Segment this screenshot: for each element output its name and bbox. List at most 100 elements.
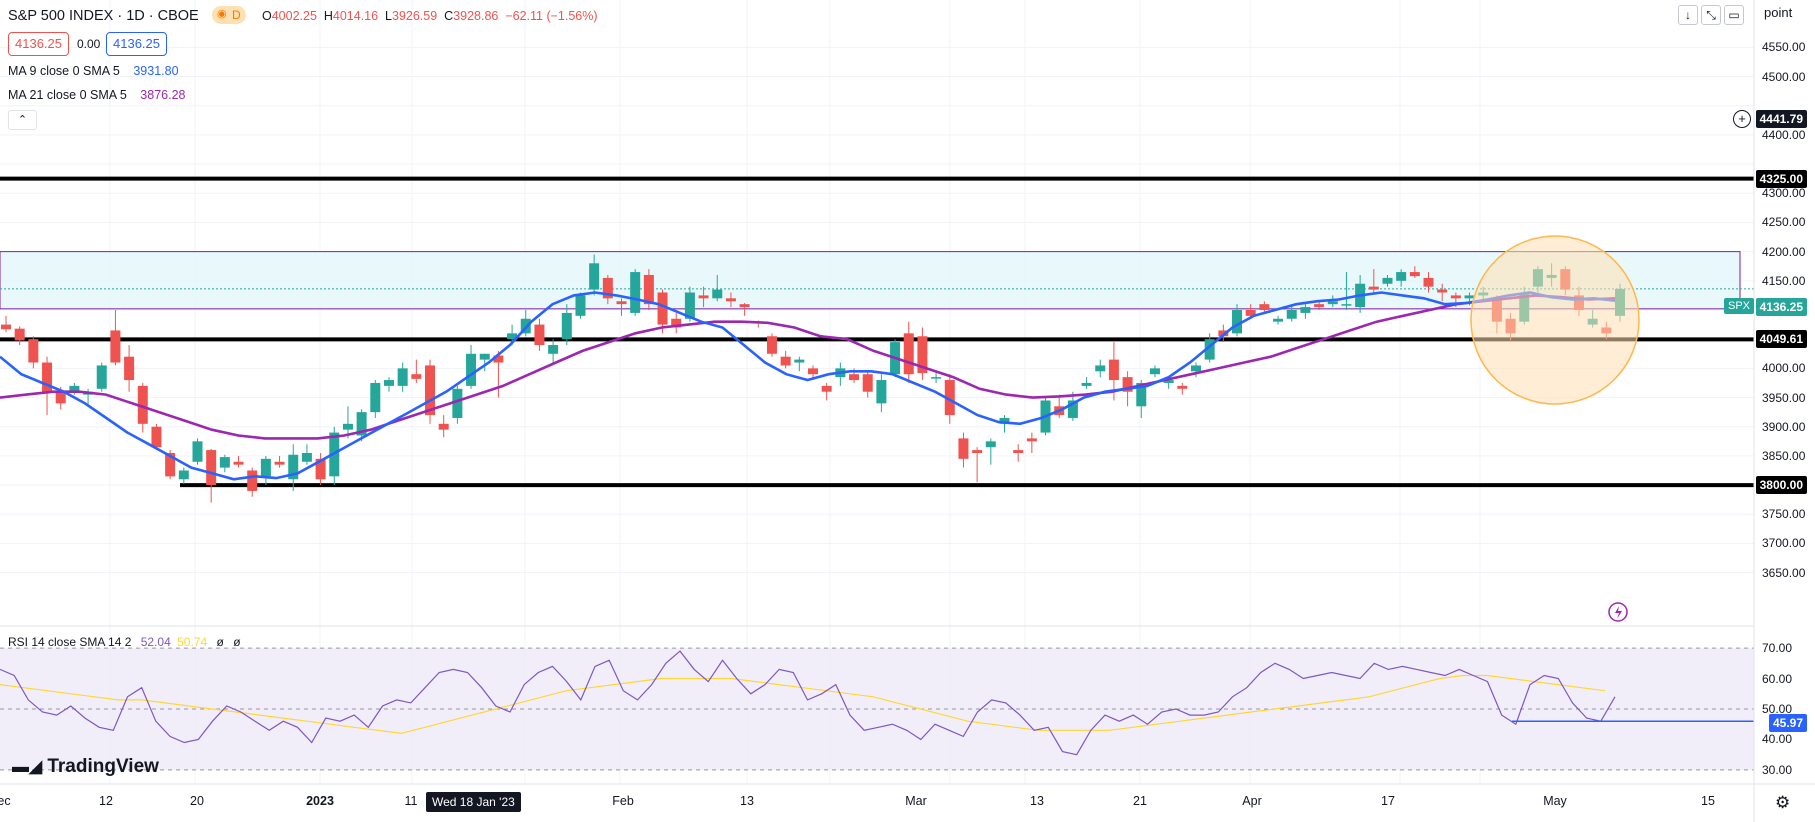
candle-body <box>1259 304 1270 310</box>
eye-icon: ◉ <box>217 8 227 20</box>
collapse-icon: ⤡ <box>1706 8 1716 22</box>
candle-body <box>1095 365 1106 372</box>
candle-body <box>780 356 791 366</box>
candle-body <box>698 295 709 299</box>
candle-body <box>219 457 230 468</box>
candle-body <box>1314 304 1325 308</box>
candle-body <box>1450 295 1461 299</box>
time-tick: ec <box>0 794 11 808</box>
ohlc-readout: O4002.25 H4014.16 L3926.59 C3928.86 −62.… <box>262 9 598 23</box>
candle-body <box>425 365 436 416</box>
candle-body <box>794 359 805 363</box>
candle-body <box>247 470 258 491</box>
time-tick: 12 <box>99 794 113 808</box>
time-tick: 11 <box>404 794 418 808</box>
candle-body <box>849 374 860 381</box>
candle-body <box>684 292 695 319</box>
candle-body <box>274 461 285 465</box>
candle-body <box>1081 382 1092 386</box>
rsi-legend-value: 52.04 <box>140 635 171 649</box>
settings-gear-icon[interactable]: ⚙ <box>1775 793 1791 812</box>
candle-body <box>233 461 244 465</box>
ohlc-o: 4002.25 <box>271 9 317 23</box>
ohlc-c-key: C <box>444 9 454 23</box>
candle-body <box>42 362 53 392</box>
candle-body <box>1423 277 1434 287</box>
time-tick: May <box>1543 794 1567 808</box>
price-tick: 4400.00 <box>1762 127 1806 142</box>
rsi-tick: 40.00 <box>1762 732 1793 747</box>
time-tick: 2023 <box>306 794 334 808</box>
candle-body <box>876 380 887 404</box>
candle-body <box>1437 289 1448 293</box>
ma21-legend[interactable]: MA 21 close 0 SMA 5 3876.28 <box>8 88 185 102</box>
sell-price-button[interactable]: 4136.25 <box>8 32 69 56</box>
maximize-pane-button[interactable]: ▭ <box>1724 5 1744 25</box>
price-tick: 4550.00 <box>1762 40 1806 55</box>
candle-body <box>1013 450 1024 453</box>
time-tick: Apr <box>1242 794 1262 808</box>
candle-body <box>808 368 818 375</box>
candle-body <box>438 423 449 430</box>
rsi-tick: 60.00 <box>1762 671 1793 686</box>
candle-body <box>342 423 353 430</box>
candle-body <box>972 450 983 453</box>
symbol-title[interactable]: S&P 500 INDEX · 1D · CBOE <box>8 8 199 24</box>
candle-body <box>452 388 463 418</box>
candle-body <box>944 380 955 416</box>
candle-body <box>958 438 969 459</box>
candle-body <box>288 454 299 480</box>
candle-body <box>466 353 477 386</box>
collapse-pane-button[interactable]: ⤡ <box>1701 5 1721 25</box>
candle-body <box>383 380 394 386</box>
candle-body <box>630 272 641 313</box>
candle-body <box>301 453 312 462</box>
candle-body <box>411 374 422 379</box>
candle-body <box>1149 368 1160 375</box>
candle-body <box>1067 400 1078 418</box>
candle-body <box>1368 286 1379 290</box>
crosshair-price-tag: 4441.79 <box>1755 110 1807 128</box>
candle-body <box>1409 272 1420 277</box>
candle-body <box>69 385 80 392</box>
tradingview-logo[interactable]: ▬◢ TradingView <box>12 756 159 778</box>
interval-badge[interactable]: ◉ D <box>212 6 246 24</box>
ohlc-c: 3928.86 <box>453 9 499 23</box>
time-tick: 21 <box>1133 794 1147 808</box>
rsi-tick: 50.00 <box>1762 702 1793 716</box>
candle-body <box>151 426 162 448</box>
candle-body <box>602 277 613 299</box>
ma9-legend[interactable]: MA 9 close 0 SMA 5 3931.80 <box>8 64 179 78</box>
move-down-button[interactable]: ↓ <box>1678 5 1698 25</box>
rsi-legend[interactable]: RSI 14 close SMA 14 2 52.04 50.74 ø ø <box>8 635 241 649</box>
horizontal-levels <box>0 176 1754 488</box>
time-tick: Feb <box>612 794 634 808</box>
price-tick: 3950.00 <box>1762 390 1806 405</box>
candle-body <box>96 365 107 389</box>
candle-body <box>1286 310 1297 319</box>
collapse-legend-button[interactable]: ⌃ <box>8 110 37 130</box>
candle-body <box>315 458 326 480</box>
candle-body <box>1177 385 1188 389</box>
tv-logo-text: TradingView <box>47 756 159 777</box>
arrow-down-icon: ↓ <box>1685 8 1691 22</box>
ma21-line <box>0 294 1616 440</box>
candle-body <box>1327 301 1338 305</box>
buy-price-button[interactable]: 4136.25 <box>106 32 167 56</box>
time-tick: 17 <box>1381 794 1395 808</box>
candle-body <box>178 470 189 480</box>
candle-body <box>493 355 504 363</box>
candle-body <box>739 304 750 308</box>
price-axis-unit: point <box>1764 5 1793 20</box>
crosshair-add-icon[interactable]: + <box>1733 110 1751 128</box>
lightning-glyph <box>1615 606 1622 619</box>
candle-body <box>643 274 654 305</box>
candle-body <box>1232 310 1243 334</box>
maximize-icon: ▭ <box>1728 8 1740 22</box>
symbol-tag: SPX <box>1724 298 1755 314</box>
candle-body <box>712 289 723 299</box>
candle-body <box>903 333 914 375</box>
price-tick: 4000.00 <box>1762 361 1806 376</box>
price-tick: 4150.00 <box>1762 273 1806 288</box>
